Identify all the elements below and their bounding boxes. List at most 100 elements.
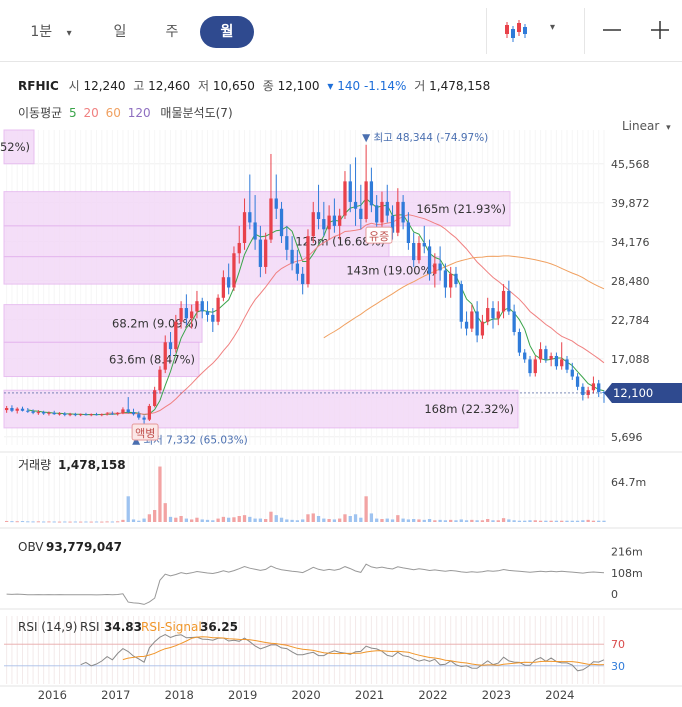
zoom-in-button[interactable] bbox=[646, 14, 674, 46]
volume-bar bbox=[131, 519, 136, 522]
y-axis: 45,56839,87234,17628,48022,78417,08811,3… bbox=[4, 158, 682, 444]
close-label: 종 bbox=[262, 79, 274, 93]
zoom-out-button[interactable] bbox=[598, 14, 626, 46]
volume-bar bbox=[94, 521, 99, 523]
high-value: 12,460 bbox=[148, 79, 191, 93]
event-badge bbox=[365, 226, 393, 244]
candle-body bbox=[105, 413, 109, 415]
volume-profile-label: 18.9m (2.52%) bbox=[0, 140, 30, 154]
tab-1min[interactable]: 1분 ▾ bbox=[18, 16, 84, 48]
candle-body bbox=[359, 208, 363, 220]
price-tick-label: 17,088 bbox=[611, 353, 650, 366]
volume-bar bbox=[359, 517, 363, 522]
volume-profile-label: 143m (19.00%) bbox=[346, 263, 436, 277]
candle-body bbox=[116, 412, 120, 415]
tab-month[interactable]: 월 bbox=[200, 16, 254, 48]
candle-body bbox=[110, 413, 115, 415]
candle-body bbox=[248, 212, 252, 223]
volume-bar bbox=[507, 519, 511, 522]
candle-body bbox=[427, 246, 432, 274]
candle-body bbox=[84, 414, 88, 416]
candle-body bbox=[385, 201, 389, 216]
candle-body bbox=[258, 239, 263, 267]
volume-bar bbox=[422, 519, 426, 522]
candle-body bbox=[549, 355, 553, 360]
volume-bar bbox=[100, 521, 104, 523]
candle-body bbox=[327, 215, 331, 230]
volume-bar bbox=[380, 519, 384, 522]
candle-body bbox=[528, 359, 532, 374]
candle-body bbox=[153, 390, 157, 406]
candle-body bbox=[570, 369, 574, 377]
rsi-value: 34.83 bbox=[104, 620, 142, 634]
candle-body bbox=[422, 242, 426, 247]
candle-body bbox=[401, 201, 405, 223]
volume-bar bbox=[163, 503, 167, 522]
volume-bar bbox=[475, 520, 479, 522]
candle-body bbox=[343, 181, 347, 216]
volume-bar bbox=[364, 496, 368, 522]
year-tick-label: 2019 bbox=[228, 688, 257, 702]
volume-bar bbox=[221, 516, 226, 522]
scale-toggle[interactable]: Linear ▾ bbox=[622, 119, 671, 133]
volume-profile-bar bbox=[3, 304, 203, 343]
candle-body bbox=[311, 212, 315, 237]
volume-value: 1,478,158 bbox=[429, 79, 491, 93]
volume-bar bbox=[438, 519, 442, 522]
rsi-panel-label: RSI (14,9) bbox=[18, 620, 77, 634]
candle-body bbox=[433, 263, 437, 274]
volume-bar bbox=[327, 519, 331, 522]
volume-bar bbox=[597, 520, 601, 522]
obv-panel-value: 93,779,047 bbox=[46, 540, 122, 554]
ma-line-20 bbox=[107, 214, 605, 415]
candle-body bbox=[554, 355, 559, 367]
scale-label: Linear bbox=[622, 119, 660, 133]
candle-body bbox=[575, 376, 580, 387]
candle-body bbox=[195, 301, 199, 312]
tab-week[interactable]: 주 bbox=[165, 24, 179, 40]
volume-bar bbox=[549, 520, 553, 522]
volume-bar bbox=[512, 520, 516, 522]
obv-panel: OBV 93,779,047 216m 108m 0 bbox=[6, 540, 643, 605]
candle-body bbox=[290, 249, 294, 264]
year-tick-label: 2024 bbox=[545, 688, 574, 702]
obv-tick-label: 0 bbox=[611, 588, 618, 601]
volume-bar bbox=[31, 521, 35, 523]
candle-body bbox=[242, 212, 247, 243]
volume-bar bbox=[10, 521, 14, 523]
candle-body bbox=[94, 414, 99, 416]
annotations: ▼ 최고 48,344 (-74.97%) ▲ 최저 7,332 (65.03%)… bbox=[131, 132, 488, 447]
volume-profile: 18.9m (2.52%) 165m (21.93%) 125m (16.68%) 1… bbox=[0, 129, 519, 429]
volume-bar bbox=[89, 521, 93, 523]
volume-bar bbox=[412, 519, 416, 522]
moving-average-legend[interactable]: 이동평균 5 20 60 120 매물분석도(7) bbox=[18, 104, 233, 121]
candle-body bbox=[121, 409, 125, 413]
candle-body bbox=[264, 239, 268, 267]
open-value: 12,240 bbox=[83, 79, 126, 93]
year-tick-label: 2016 bbox=[38, 688, 67, 702]
candle-body bbox=[496, 311, 500, 319]
chart-type-button[interactable]: ▾ bbox=[500, 18, 570, 46]
candle-body bbox=[316, 212, 321, 220]
candle-body bbox=[10, 408, 14, 411]
event-label: 유증 bbox=[369, 230, 389, 243]
volume-bar bbox=[454, 520, 458, 522]
candle-body bbox=[353, 201, 358, 209]
candle-body bbox=[438, 263, 442, 271]
volume-profile-bar bbox=[3, 129, 35, 165]
candle-body bbox=[443, 270, 448, 288]
volume-bar bbox=[153, 510, 157, 522]
rsi-tick-label: 70 bbox=[611, 638, 625, 651]
ma-60: 60 bbox=[105, 106, 121, 120]
volume-bar bbox=[126, 496, 130, 522]
candle-body bbox=[517, 332, 522, 353]
volume-bar bbox=[348, 516, 352, 522]
tab-day[interactable]: 일 bbox=[113, 24, 127, 40]
candle-body bbox=[131, 412, 136, 415]
volume-bar bbox=[79, 521, 83, 523]
volume-bar bbox=[179, 516, 183, 522]
price-tick-label: 28,480 bbox=[611, 275, 650, 288]
volume-profile-label: 125m (16.68%) bbox=[295, 234, 385, 248]
volume-bar bbox=[248, 516, 252, 522]
